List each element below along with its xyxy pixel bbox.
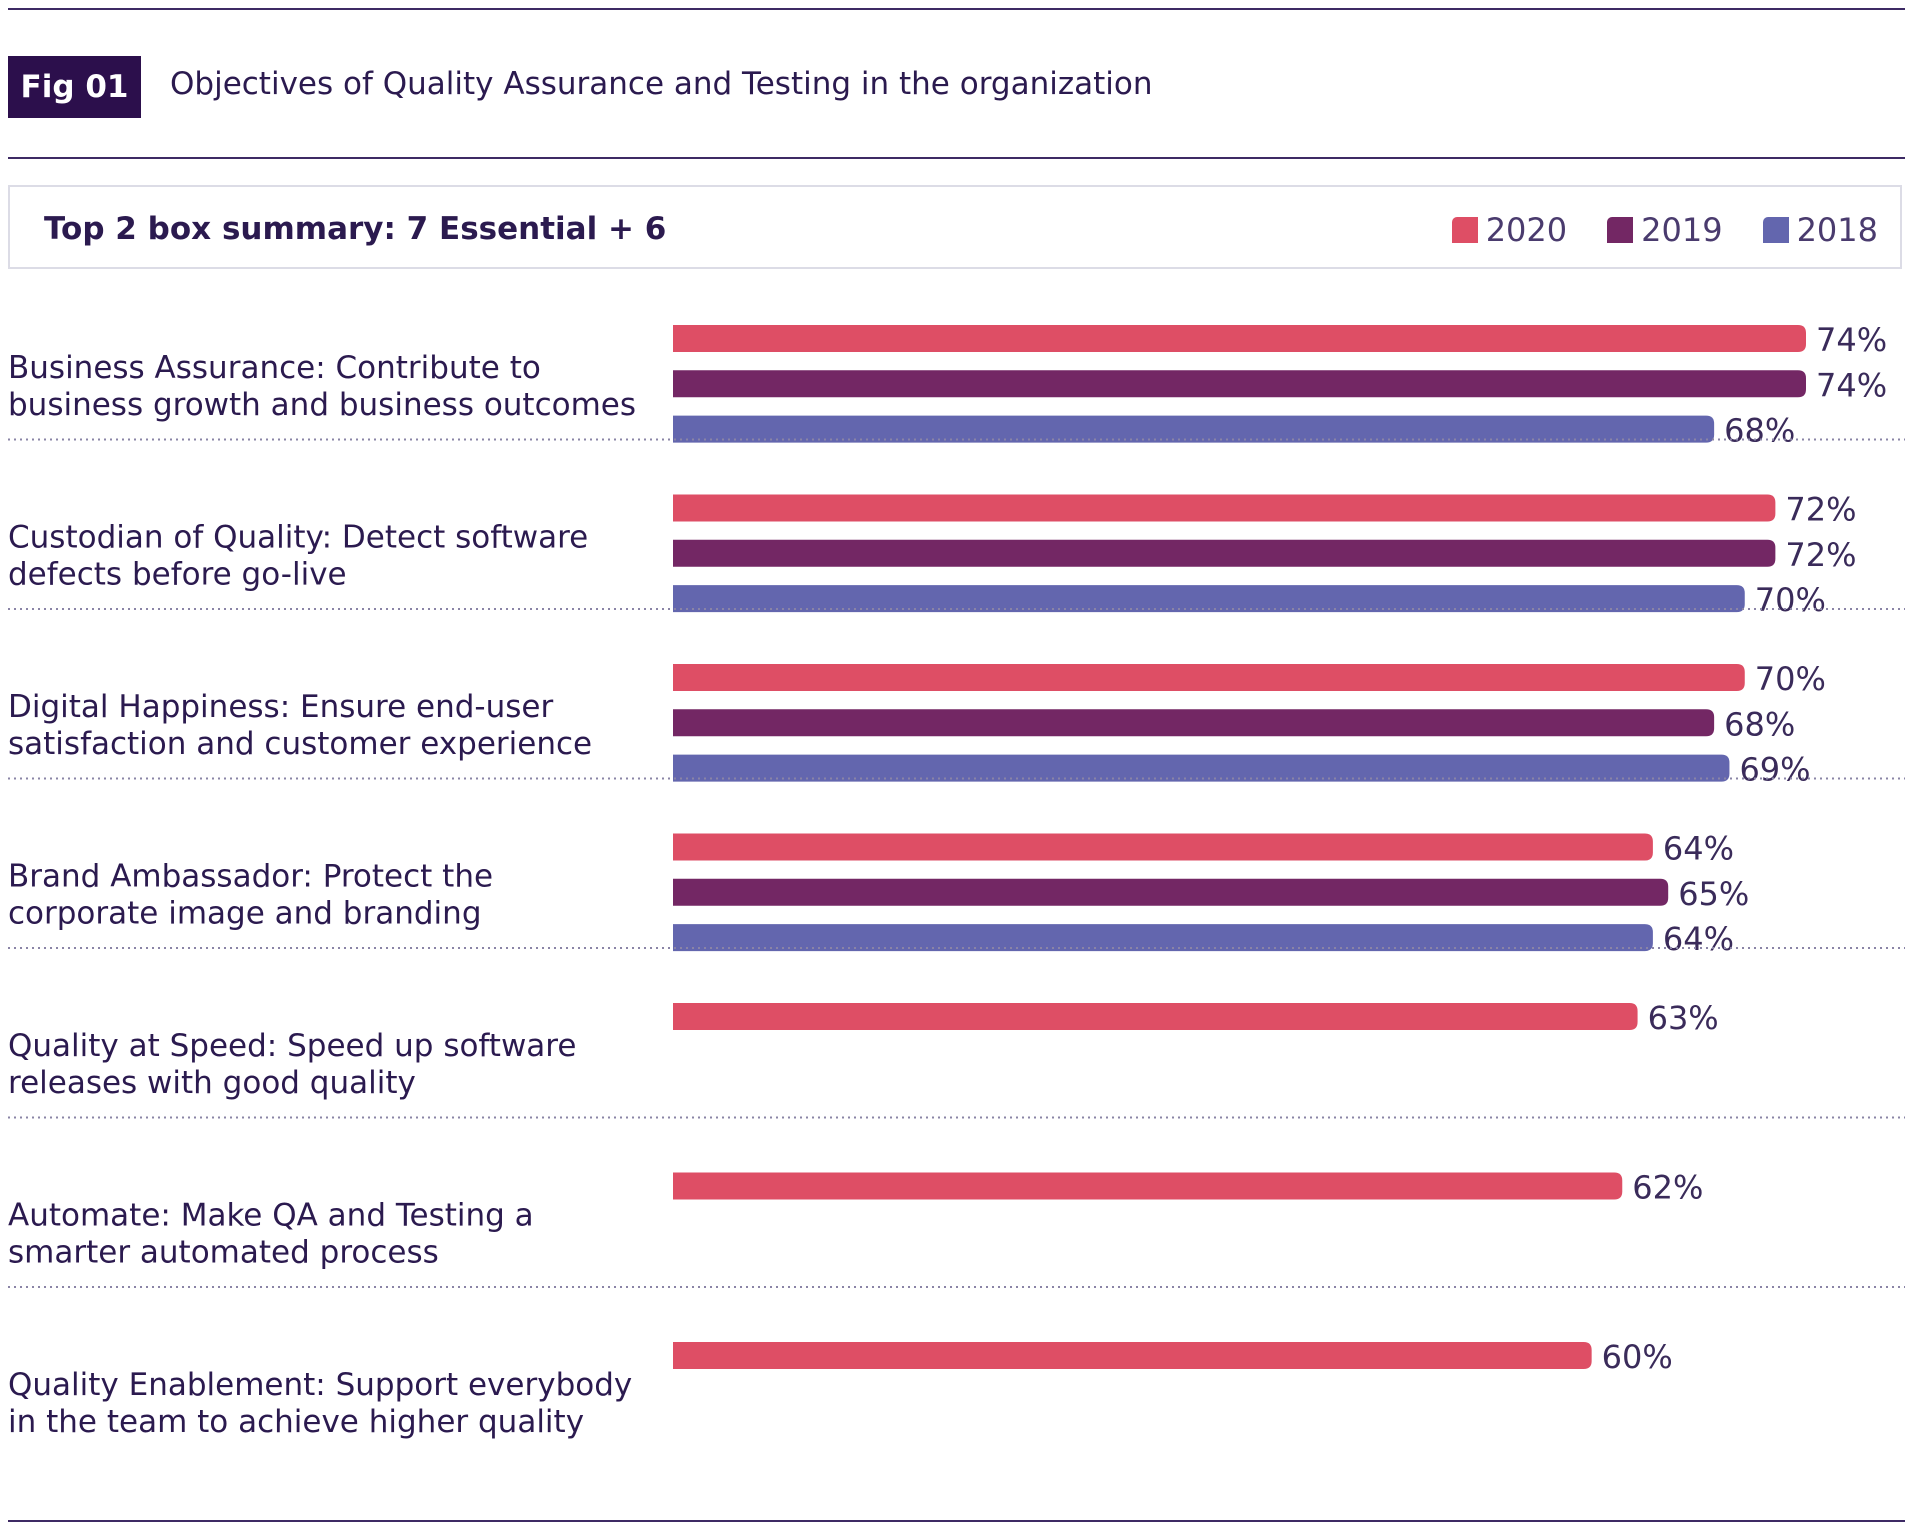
bar-2020: [673, 664, 1745, 691]
bar-2018: [673, 415, 1715, 443]
bar-2020: [673, 1342, 1592, 1369]
data-label-2020: 63%: [1648, 999, 1719, 1037]
bar-2020: [673, 1172, 1623, 1200]
data-label-2020: 74%: [1816, 321, 1887, 359]
data-label-2018: 69%: [1739, 751, 1810, 789]
legend-item-2019: 2019: [1607, 211, 1723, 249]
data-label-2020: 72%: [1785, 491, 1856, 529]
legend-item-2018: 2018: [1762, 211, 1878, 249]
category-label: Brand Ambassador: Protect the corporate i…: [8, 859, 493, 932]
data-label-2019: 65%: [1678, 875, 1749, 913]
legend-label-2019: 2019: [1641, 211, 1723, 249]
bar-2018: [673, 585, 1745, 613]
category-label: Automate: Make QA and Testing a smarter a…: [8, 1198, 534, 1271]
summary-title: Top 2 box summary: 7 Essential + 6: [44, 211, 667, 247]
legend-swatch-2020: [1451, 217, 1478, 243]
bar-2020: [673, 1003, 1638, 1030]
data-label-2018: 68%: [1724, 412, 1795, 450]
bar-2019: [673, 370, 1806, 398]
bottom-rule: [8, 1520, 1905, 1522]
data-label-2019: 68%: [1724, 705, 1795, 743]
category-label: Quality at Speed: Speed up software relea…: [8, 1028, 576, 1101]
data-label-2018: 64%: [1663, 920, 1734, 958]
legend-label-2020: 2020: [1485, 211, 1568, 249]
category-label: Business Assurance: Contribute to busines…: [8, 350, 636, 423]
bar-2018: [673, 924, 1653, 952]
figure-badge: Fig 01: [8, 56, 141, 118]
category-label: Digital Happiness: Ensure end-user satisf…: [8, 689, 592, 762]
data-label-2020: 64%: [1663, 830, 1734, 868]
top-rule: [8, 8, 1905, 10]
data-label-2020: 60%: [1602, 1338, 1673, 1376]
figure-title: Objectives of Quality Assurance and Test…: [170, 66, 1153, 102]
category-label: Custodian of Quality: Detect software def…: [8, 520, 588, 593]
legend-swatch-2018: [1762, 217, 1789, 243]
legend-swatch-2019: [1607, 217, 1634, 243]
summary-box: Top 2 box summary: 7 Essential + 6 2020 …: [8, 185, 1902, 269]
legend: 2020 2019 2018: [1451, 211, 1878, 249]
bar-2019: [673, 539, 1776, 567]
legend-label-2018: 2018: [1796, 211, 1878, 249]
category-label: Quality Enablement: Support everybody in …: [8, 1367, 632, 1440]
data-label-2019: 74%: [1816, 366, 1887, 404]
data-label-2020: 70%: [1755, 660, 1826, 698]
header-rule: [8, 157, 1905, 159]
bar-2019: [673, 709, 1715, 737]
bar-2018: [673, 754, 1730, 782]
bar-2020: [673, 833, 1653, 861]
data-label-2020: 62%: [1632, 1169, 1703, 1207]
legend-item-2020: 2020: [1451, 211, 1568, 249]
data-label-2019: 72%: [1785, 536, 1856, 574]
data-label-2018: 70%: [1755, 581, 1826, 619]
bar-2020: [673, 494, 1776, 522]
bar-2019: [673, 878, 1669, 906]
bar-2020: [673, 325, 1806, 352]
